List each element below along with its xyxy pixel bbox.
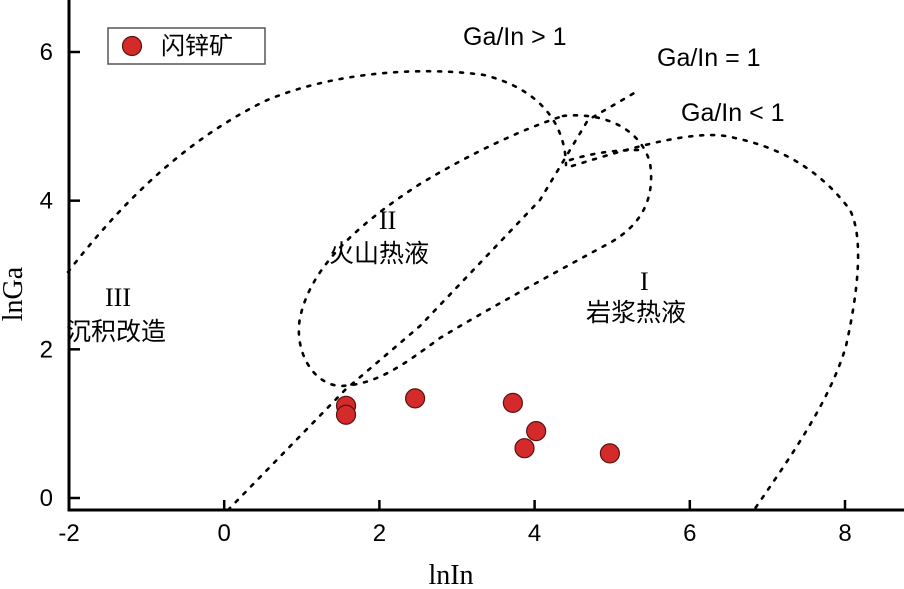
field-I-name: 岩浆热液 — [586, 298, 686, 327]
field-III-boundary — [66, 69, 568, 274]
y-tick-label: 6 — [40, 39, 53, 66]
x-tick-label: 6 — [683, 520, 696, 547]
y-tick-label: 2 — [40, 336, 53, 363]
sphalerite-data-point — [599, 443, 620, 464]
x-axis-ticks: -2 0 2 4 6 8 — [58, 500, 852, 547]
x-tick-label: 0 — [218, 520, 231, 547]
field-III-name: 沉积改造 — [66, 317, 166, 346]
discrimination-fields — [66, 69, 860, 512]
y-tick-label: 4 — [40, 188, 53, 215]
field-II-numeral: II — [379, 206, 396, 235]
sphalerite-data-point — [335, 404, 357, 425]
x-tick-label: -2 — [58, 520, 79, 547]
field-I-callout-curve — [568, 148, 642, 162]
ga-in-equal-one-line — [226, 90, 638, 512]
x-tick-label: 8 — [838, 520, 851, 547]
legend: 闪锌矿 — [107, 27, 266, 65]
x-tick-label: 2 — [373, 520, 386, 547]
y-tick-label: 0 — [40, 485, 53, 512]
field-II-boundary — [297, 114, 653, 388]
field-I-numeral: I — [640, 267, 649, 296]
y-axis-ticks: 0 2 4 6 — [40, 39, 80, 512]
field-I-boundary — [570, 133, 860, 512]
sphalerite-data-point — [502, 392, 523, 413]
sphalerite-data-point — [526, 421, 547, 442]
x-axis-title: lnIn — [428, 560, 473, 589]
ga-in-greater-label: Ga/In > 1 — [463, 23, 567, 51]
y-axis-title: lnGa — [0, 266, 29, 321]
annotations: Ga/In > 1 Ga/In = 1 Ga/In < 1 II 火山热液 I … — [66, 23, 785, 346]
sphalerite-data-point — [404, 388, 426, 409]
sphalerite-points — [335, 388, 620, 464]
field-III-numeral: III — [105, 283, 131, 312]
field-II-name: 火山热液 — [329, 239, 429, 268]
ga-in-equal-label: Ga/In = 1 — [657, 44, 761, 72]
x-tick-label: 4 — [528, 520, 541, 547]
sphalerite-data-point — [514, 438, 535, 459]
ga-in-less-label: Ga/In < 1 — [681, 99, 785, 127]
legend-marker — [121, 35, 143, 57]
legend-label: 闪锌矿 — [161, 32, 233, 60]
